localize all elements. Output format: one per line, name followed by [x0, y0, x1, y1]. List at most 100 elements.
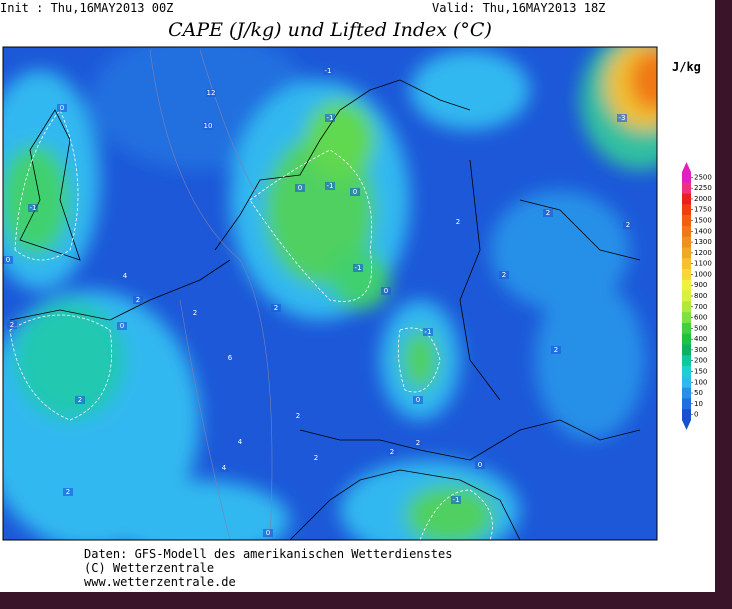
- contour-label-box: [203, 122, 213, 130]
- contour-label: -1: [327, 114, 334, 122]
- contour-label: 2: [626, 221, 630, 229]
- contour-label-box: [293, 412, 303, 420]
- contour-label-box: [353, 264, 363, 272]
- colorbar-label: 0: [694, 411, 698, 419]
- footer-source: Daten: GFS-Modell des amerikanischen Wet…: [84, 547, 452, 561]
- contour-label: 10: [204, 122, 213, 130]
- colorbar-swatch: [682, 215, 691, 227]
- colorbar-label: 1750: [694, 206, 712, 214]
- colorbar-label: 1300: [694, 238, 712, 246]
- colorbar-swatch: [682, 193, 691, 205]
- contour-label: 0: [298, 184, 302, 192]
- colorbar-label: 50: [694, 389, 703, 397]
- contour-label: 0: [416, 396, 420, 404]
- contour-label: 4: [123, 272, 128, 280]
- contour-label-box: [190, 309, 200, 317]
- contour-label-box: [225, 354, 235, 362]
- colorbar-swatch: [682, 322, 691, 335]
- colorbar-label: 100: [694, 378, 707, 386]
- colorbar-unit: J/kg: [672, 60, 701, 74]
- contour-label: -1: [30, 204, 37, 212]
- contour-label-box: [325, 114, 335, 122]
- colorbar-label: 1000: [694, 270, 712, 278]
- contour-label: 0: [120, 322, 124, 330]
- contour-label-box: [499, 271, 509, 279]
- colorbar-label: 200: [694, 357, 707, 365]
- map-area: 12 10 0 -1 -1 0 -1 0 -1 0 4 2 2 6 0 2 -1 0 2 2 2 2 4 4 2 2 0 2 -1 -3 2…: [3, 47, 657, 540]
- contour-label-box: [413, 439, 423, 447]
- contour-label-box: [617, 114, 627, 122]
- contour-label: 2: [66, 488, 70, 496]
- colorbar-label: 2000: [694, 195, 712, 203]
- contour-label: 0: [266, 529, 270, 537]
- colorbar-label: 150: [694, 367, 707, 375]
- footer-url: www.wetterzentrale.de: [84, 575, 236, 589]
- contour-label-box: [551, 346, 561, 354]
- colorbar-swatch: [682, 204, 691, 216]
- contour-label: 2: [502, 271, 506, 279]
- colorbar-label: 2500: [694, 173, 712, 181]
- init-time: Init : Thu,16MAY2013 00Z: [0, 1, 173, 15]
- contour-label-box: [475, 461, 485, 469]
- colorbar-label: 500: [694, 324, 707, 332]
- contour-label-box: [63, 488, 73, 496]
- contour-label: 2: [274, 304, 278, 312]
- colorbar-label: 700: [694, 303, 707, 311]
- contour-label: 2: [546, 209, 550, 217]
- colorbar-swatch: [682, 409, 691, 421]
- contour-label: -3: [619, 114, 626, 122]
- colorbar-swatch: [682, 301, 691, 313]
- colorbar-swatch: [682, 398, 691, 410]
- contour-label-box: [311, 454, 321, 462]
- colorbar-label: 800: [694, 292, 707, 300]
- contour-label: 4: [238, 438, 243, 446]
- contour-label: 2: [136, 296, 140, 304]
- contour-label-box: [295, 184, 305, 192]
- colorbar-label: 400: [694, 335, 707, 343]
- contour-label: 0: [60, 104, 64, 112]
- colorbar-swatch: [682, 376, 691, 388]
- colorbar-swatch: [682, 387, 691, 399]
- colorbar-swatch: [682, 182, 691, 194]
- colorbar-label: 1500: [694, 217, 712, 225]
- contour-label-box: [451, 496, 461, 504]
- colorbar-swatch: [682, 269, 691, 281]
- colorbar-swatch: [682, 312, 691, 324]
- colorbar-label: 1100: [694, 260, 712, 268]
- colorbar-label: 2250: [694, 184, 712, 192]
- colorbar-label: 600: [694, 314, 707, 322]
- contour-label-box: [323, 67, 333, 75]
- colorbar-swatch: [682, 225, 691, 237]
- contour-label: 2: [193, 309, 197, 317]
- contour-label: -1: [355, 264, 362, 272]
- contour-label: 12: [207, 89, 216, 97]
- contour-label-box: [387, 448, 397, 456]
- valid-time: Valid: Thu,16MAY2013 18Z: [432, 1, 605, 15]
- contour-label: -1: [453, 496, 460, 504]
- contour-label-box: [423, 328, 433, 336]
- colorbar-swatch: [682, 290, 691, 302]
- contour-label-box: [206, 89, 216, 97]
- contour-label: -1: [325, 67, 332, 75]
- colorbar-swatch: [682, 355, 691, 367]
- contour-label: 2: [554, 346, 558, 354]
- contour-label: 6: [228, 354, 233, 362]
- contour-label-box: [235, 438, 245, 446]
- colorbar-label: 1400: [694, 227, 712, 235]
- footer-copyright: (C) Wetterzentrale: [84, 561, 214, 575]
- colorbar-label: 900: [694, 281, 707, 289]
- contour-label-box: [381, 287, 391, 295]
- contour-label-box: [120, 272, 130, 280]
- colorbar-swatch: [682, 172, 691, 184]
- colorbar-swatch: [682, 344, 691, 356]
- contour-label-box: [453, 218, 463, 226]
- map-frame: [2, 46, 658, 541]
- colorbar-top-cap: [682, 162, 691, 172]
- contour-label: 2: [314, 454, 318, 462]
- colorbar-swatch: [682, 333, 691, 345]
- contour-label-box: [117, 322, 127, 330]
- contour-label-box: [623, 221, 633, 229]
- contour-label: 4: [222, 464, 227, 472]
- contour-label: 2: [456, 218, 460, 226]
